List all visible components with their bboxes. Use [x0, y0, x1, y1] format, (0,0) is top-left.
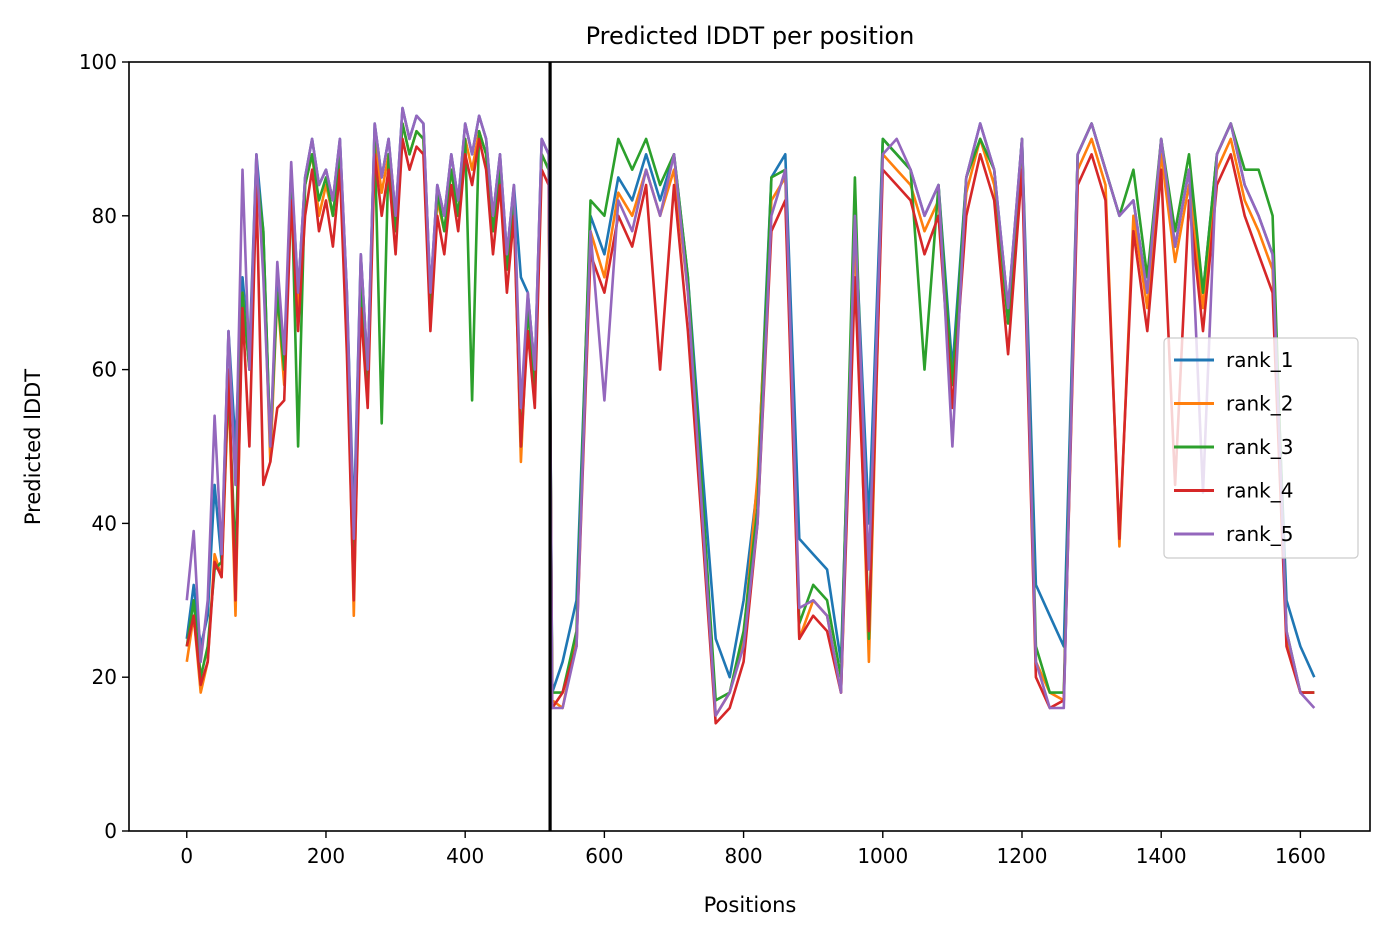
x-tick-label: 1000	[857, 844, 908, 868]
legend-label-rank_2: rank_2	[1226, 392, 1293, 416]
series-line-rank_5	[185, 106, 1316, 717]
series-layer	[185, 106, 1316, 725]
legend-label-rank_4: rank_4	[1226, 479, 1293, 503]
x-tick-label: 1600	[1275, 844, 1326, 868]
x-axis-label: Positions	[704, 893, 797, 917]
x-tick-label: 200	[307, 844, 345, 868]
x-axis: 0 200 400 600 800 1000 1200 1400 1600	[180, 831, 1326, 868]
x-tick-label: 0	[180, 844, 193, 868]
legend-box	[1163, 337, 1359, 559]
legend: rank_1 rank_2 rank_3 rank_4 rank_5	[1163, 337, 1359, 559]
legend-label-rank_1: rank_1	[1226, 348, 1293, 372]
legend-label-rank_3: rank_3	[1226, 435, 1293, 459]
y-tick-label: 0	[104, 819, 117, 843]
y-tick-label: 40	[92, 511, 117, 535]
plot-frame	[128, 61, 1371, 832]
x-tick-label: 400	[446, 844, 484, 868]
y-tick-label: 100	[79, 50, 117, 74]
chart-title: Predicted lDDT per position	[586, 22, 915, 50]
y-axis-label: Predicted lDDT	[21, 369, 45, 525]
x-tick-label: 800	[724, 844, 762, 868]
y-tick-label: 80	[92, 204, 117, 228]
legend-label-rank_5: rank_5	[1226, 522, 1293, 546]
y-tick-label: 20	[92, 665, 117, 689]
x-tick-label: 1400	[1136, 844, 1187, 868]
x-tick-label: 600	[585, 844, 623, 868]
x-tick-label: 1200	[997, 844, 1048, 868]
y-axis: 0 20 40 60 80 100	[79, 50, 129, 843]
y-tick-label: 60	[92, 358, 117, 382]
